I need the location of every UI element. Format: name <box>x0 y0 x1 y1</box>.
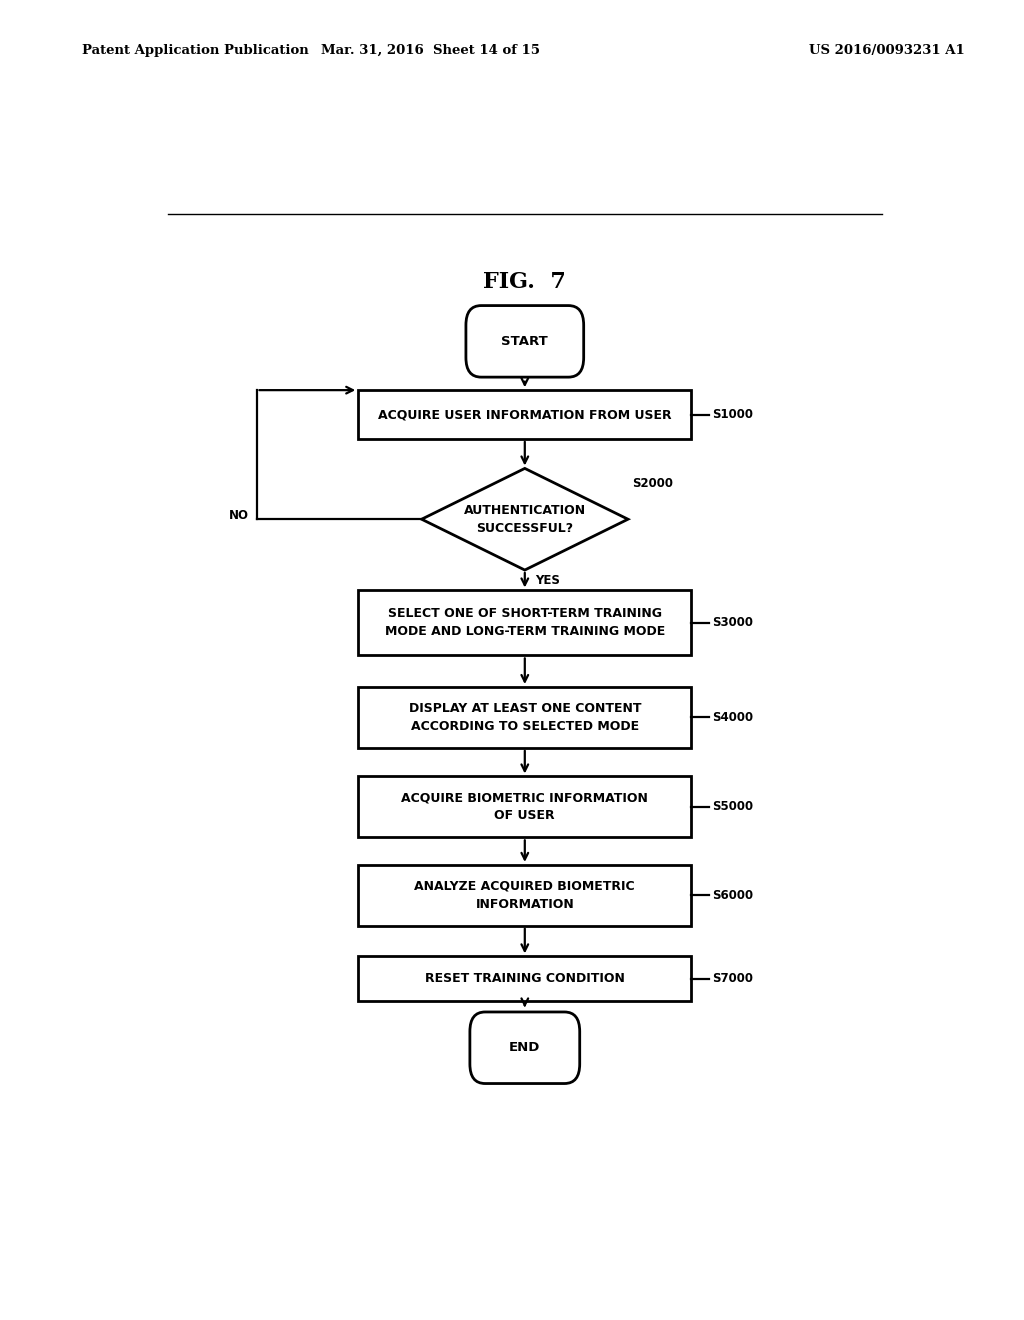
Bar <box>358 686 691 748</box>
Text: ACQUIRE BIOMETRIC INFORMATION
OF USER: ACQUIRE BIOMETRIC INFORMATION OF USER <box>401 792 648 822</box>
Text: S3000: S3000 <box>712 616 753 630</box>
Text: Patent Application Publication: Patent Application Publication <box>82 44 308 57</box>
FancyBboxPatch shape <box>470 1012 580 1084</box>
FancyBboxPatch shape <box>466 305 584 378</box>
Text: AUTHENTICATION
SUCCESSFUL?: AUTHENTICATION SUCCESSFUL? <box>464 504 586 535</box>
Text: S2000: S2000 <box>632 477 673 490</box>
Text: DISPLAY AT LEAST ONE CONTENT
ACCORDING TO SELECTED MODE: DISPLAY AT LEAST ONE CONTENT ACCORDING T… <box>409 702 641 733</box>
Text: S7000: S7000 <box>712 972 753 985</box>
Text: S6000: S6000 <box>712 888 754 902</box>
Bar <box>358 956 691 1001</box>
Text: US 2016/0093231 A1: US 2016/0093231 A1 <box>809 44 965 57</box>
Text: SELECT ONE OF SHORT-TERM TRAINING
MODE AND LONG-TERM TRAINING MODE: SELECT ONE OF SHORT-TERM TRAINING MODE A… <box>385 607 665 639</box>
Polygon shape <box>422 469 628 570</box>
Text: S5000: S5000 <box>712 800 754 813</box>
Bar <box>358 590 691 656</box>
Bar <box>358 391 691 440</box>
Text: START: START <box>502 335 548 348</box>
Text: ACQUIRE USER INFORMATION FROM USER: ACQUIRE USER INFORMATION FROM USER <box>378 408 672 421</box>
Text: S4000: S4000 <box>712 711 754 723</box>
Text: S1000: S1000 <box>712 408 753 421</box>
Text: FIG.  7: FIG. 7 <box>483 272 566 293</box>
Text: NO: NO <box>228 508 249 521</box>
Text: RESET TRAINING CONDITION: RESET TRAINING CONDITION <box>425 972 625 985</box>
Text: Mar. 31, 2016  Sheet 14 of 15: Mar. 31, 2016 Sheet 14 of 15 <box>321 44 540 57</box>
Text: ANALYZE ACQUIRED BIOMETRIC
INFORMATION: ANALYZE ACQUIRED BIOMETRIC INFORMATION <box>415 880 635 911</box>
Text: END: END <box>509 1041 541 1055</box>
Text: YES: YES <box>536 574 560 587</box>
Bar <box>358 776 691 837</box>
Bar <box>358 865 691 925</box>
